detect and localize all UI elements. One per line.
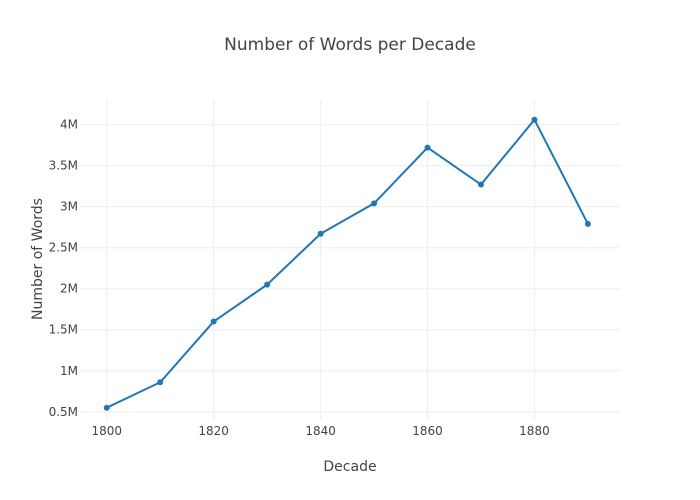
y-axis-title: Number of Words — [30, 198, 46, 320]
y-tick-label: 3M — [60, 200, 78, 214]
x-tick-label: 1860 — [412, 424, 443, 438]
x-tick-label: 1800 — [91, 424, 122, 438]
data-point[interactable] — [157, 379, 164, 386]
data-point[interactable] — [210, 318, 217, 325]
y-tick-label: 4M — [60, 118, 78, 132]
grid-lines — [80, 100, 620, 420]
x-tick-label: 1840 — [305, 424, 336, 438]
x-axis-title: Decade — [323, 459, 376, 475]
y-tick-label: 3.5M — [49, 159, 78, 173]
x-axis-ticks: 1800 1820 1840 1860 1880 — [91, 424, 549, 438]
series-line — [105, 118, 589, 409]
data-point[interactable] — [477, 181, 484, 188]
y-axis-ticks: 0.5M 1M 1.5M 2M 2.5M 3M 3.5M 4M — [49, 118, 78, 419]
y-tick-label: 2M — [60, 282, 78, 296]
data-point[interactable] — [371, 200, 378, 207]
data-point[interactable] — [424, 144, 431, 151]
x-tick-label: 1820 — [198, 424, 229, 438]
y-tick-label: 0.5M — [49, 405, 78, 419]
data-point[interactable] — [317, 230, 324, 237]
data-point[interactable] — [584, 220, 591, 227]
y-tick-label: 1.5M — [49, 323, 78, 337]
data-point[interactable] — [103, 404, 110, 411]
series-group — [103, 116, 591, 411]
x-tick-label: 1880 — [519, 424, 550, 438]
data-point[interactable] — [531, 116, 538, 123]
y-tick-label: 2.5M — [49, 241, 78, 255]
data-point[interactable] — [264, 281, 271, 288]
chart-title: Number of Words per Decade — [224, 35, 476, 55]
y-tick-label: 1M — [60, 364, 78, 378]
